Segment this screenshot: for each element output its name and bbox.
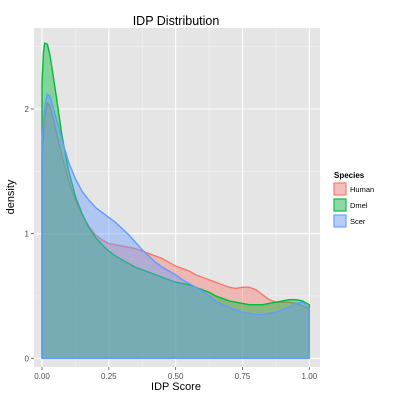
chart-title: IDP Distribution	[133, 14, 220, 28]
plot-panel	[34, 28, 320, 367]
legend-item-human: Human	[332, 181, 374, 197]
legend-key-swatch	[333, 214, 347, 228]
legend-label: Human	[350, 185, 374, 194]
panel-background	[34, 28, 320, 367]
x-tick-label: 1.00	[302, 372, 318, 381]
x-tick-label: 0.75	[235, 372, 251, 381]
legend-label: Dmel	[350, 201, 368, 210]
y-tick-label: 0	[25, 354, 30, 363]
x-tick-label: 0.25	[101, 372, 117, 381]
legend: Species Human Dmel Scer	[332, 171, 374, 229]
legend-label: Scer	[350, 217, 366, 226]
x-axis: 0.00 0.25 0.50 0.75 1.00	[34, 367, 318, 381]
legend-items: Human Dmel Scer	[332, 181, 374, 229]
y-tick-label: 1	[25, 230, 30, 239]
y-axis-title: density	[5, 179, 17, 214]
legend-item-scer: Scer	[332, 213, 366, 229]
legend-item-dmel: Dmel	[332, 197, 368, 213]
legend-key-swatch	[333, 182, 347, 196]
density-area-scer	[41, 93, 311, 359]
density-area-human	[41, 102, 311, 359]
density-area-dmel	[41, 42, 311, 359]
series	[41, 42, 311, 359]
legend-key-background	[332, 197, 348, 213]
y-axis: 0 1 2	[25, 105, 34, 363]
legend-key-background	[332, 213, 348, 229]
x-tick-label: 0.50	[168, 372, 184, 381]
x-axis-title: IDP Score	[151, 381, 201, 393]
legend-key-background	[332, 181, 348, 197]
legend-key-swatch	[333, 198, 347, 212]
legend-title: Species	[334, 171, 365, 180]
x-tick-label: 0.00	[34, 372, 50, 381]
y-tick-label: 2	[25, 105, 30, 114]
